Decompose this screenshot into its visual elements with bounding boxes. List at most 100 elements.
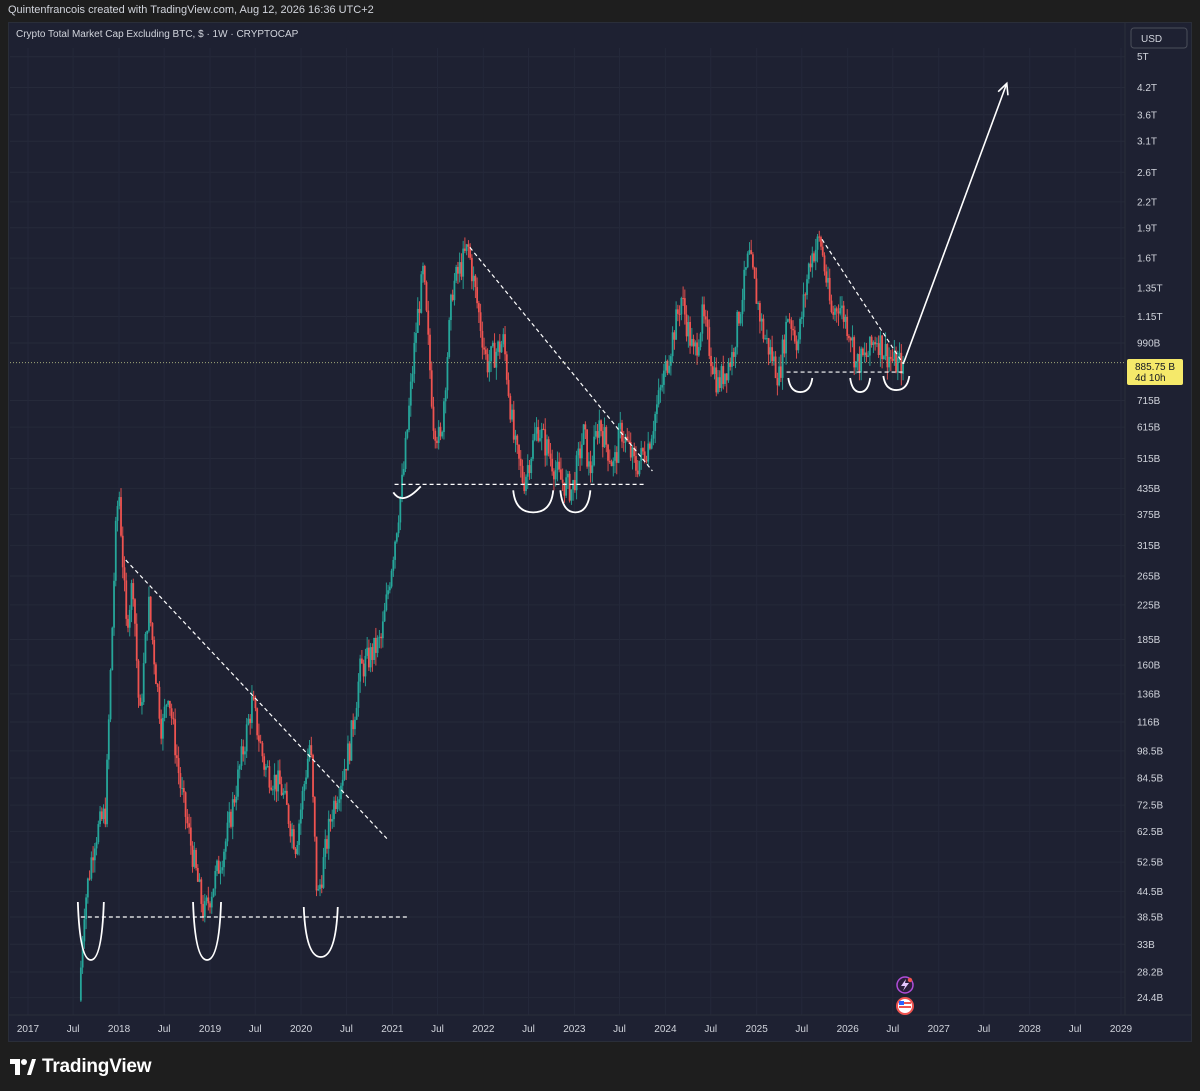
- candle: [902, 362, 904, 374]
- price-tick-label: 160B: [1137, 661, 1161, 672]
- candle: [807, 263, 810, 280]
- candle: [561, 479, 564, 483]
- candle: [95, 842, 98, 849]
- candle: [696, 342, 698, 356]
- candle: [750, 250, 753, 255]
- bottom-curve[interactable]: [849, 377, 872, 393]
- candle: [329, 818, 332, 822]
- candle: [125, 580, 128, 619]
- candle: [149, 596, 152, 623]
- downtrend-line-2025[interactable]: [821, 238, 904, 365]
- candle: [673, 332, 676, 340]
- candle: [444, 390, 447, 402]
- candle: [277, 770, 280, 792]
- candle: [310, 745, 313, 756]
- price-tick-label: 84.5B: [1137, 774, 1163, 785]
- candle: [615, 452, 618, 463]
- downtrend-line-2022[interactable]: [469, 247, 653, 472]
- bottom-curve[interactable]: [559, 490, 592, 514]
- price-tick-label: 435B: [1137, 484, 1161, 495]
- candle: [855, 361, 857, 368]
- candle: [530, 458, 533, 474]
- candle: [652, 431, 655, 439]
- candle: [333, 800, 335, 820]
- candle: [399, 497, 402, 523]
- candle: [354, 719, 356, 730]
- downtrend-line-2018[interactable]: [125, 559, 388, 839]
- candle: [772, 356, 775, 362]
- bottom-curve[interactable]: [787, 377, 814, 393]
- lightning-icon[interactable]: [896, 976, 914, 994]
- candle: [802, 294, 805, 318]
- candle: [689, 322, 691, 346]
- candle: [816, 236, 819, 250]
- candle: [699, 333, 702, 348]
- candle: [697, 347, 700, 356]
- candle: [258, 735, 260, 742]
- candle: [729, 362, 732, 367]
- candle: [338, 799, 341, 803]
- target-arrow[interactable]: [902, 83, 1008, 365]
- candle: [533, 433, 536, 441]
- time-tick-label: 2027: [928, 1024, 951, 1035]
- candle: [783, 339, 786, 354]
- candle: [544, 429, 547, 456]
- bottom-curve[interactable]: [512, 490, 555, 514]
- candle: [704, 316, 707, 320]
- candle: [631, 447, 634, 458]
- candle: [203, 901, 206, 918]
- candle: [848, 335, 850, 339]
- candle: [99, 811, 101, 825]
- candle: [376, 637, 379, 653]
- candle: [755, 278, 758, 304]
- currency-button[interactable]: [1130, 27, 1188, 49]
- bottom-curve[interactable]: [882, 375, 911, 391]
- candle: [455, 266, 458, 281]
- candle: [167, 700, 170, 705]
- price-tick-label: 1.6T: [1137, 254, 1157, 265]
- candle: [348, 743, 351, 761]
- candle: [355, 707, 358, 720]
- candle: [680, 298, 683, 315]
- bottom-curve[interactable]: [76, 901, 105, 961]
- candle: [669, 356, 672, 366]
- candle: [240, 746, 243, 766]
- candle: [629, 442, 632, 458]
- candle: [224, 841, 227, 852]
- candle: [418, 308, 421, 313]
- candle: [844, 316, 847, 322]
- candle: [347, 743, 349, 771]
- tradingview-branding[interactable]: TradingView: [10, 1053, 152, 1081]
- candle: [359, 658, 362, 682]
- candle: [134, 599, 136, 624]
- time-tick-label: Jul: [340, 1024, 353, 1035]
- candle: [120, 497, 122, 536]
- price-tick-label: 715B: [1137, 396, 1161, 407]
- candle: [553, 471, 555, 480]
- time-axis[interactable]: 2017 Jul 2018 Jul 2019 Jul 2020 Jul 2021 Jul 2022 J…: [9, 1014, 1191, 1035]
- candle: [619, 422, 622, 429]
- bottom-curve[interactable]: [192, 901, 222, 961]
- price-axis[interactable]: 5T 4.2T 3.6T 3.1T 2.6T 2.2T 1.9T 1.6T 1.35T 1.15T…: [1124, 23, 1163, 1015]
- candle: [158, 686, 161, 719]
- candle: [263, 756, 266, 770]
- candle: [806, 279, 808, 295]
- candle: [109, 669, 112, 720]
- bottom-curve[interactable]: [302, 906, 339, 958]
- candle: [624, 436, 627, 443]
- candle: [97, 824, 100, 843]
- bottom-curve[interactable]: [392, 485, 422, 499]
- candle: [825, 271, 828, 283]
- us-flag-icon[interactable]: [896, 997, 914, 1015]
- candle: [113, 580, 115, 628]
- candle: [846, 316, 849, 336]
- candle: [481, 330, 484, 348]
- candle: [430, 370, 433, 407]
- candle: [842, 305, 845, 322]
- chart-credit: Quintenfrancois created with TradingView…: [8, 4, 374, 16]
- candle: [659, 387, 662, 391]
- candle: [460, 262, 463, 277]
- candle: [216, 860, 218, 872]
- candle: [196, 867, 199, 882]
